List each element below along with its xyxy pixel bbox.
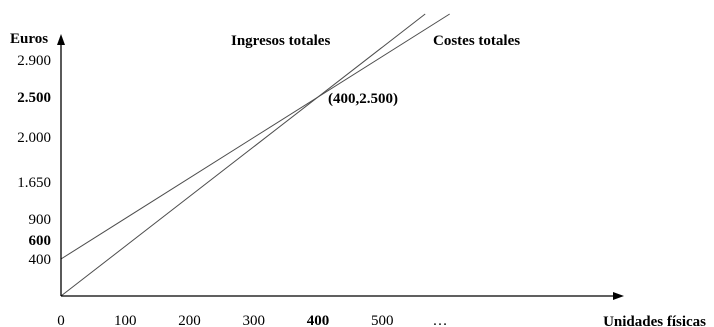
x-tick-label: 500 <box>371 313 394 327</box>
x-tick-label: 100 <box>114 313 137 327</box>
tick-layer: 0 100 200 300 400 500 … 400 600 900 1.650 2.000 2.50… <box>17 53 447 327</box>
series-layer <box>60 13 450 297</box>
x-tick-label: 200 <box>178 313 201 327</box>
series-line-ingresos <box>60 13 426 297</box>
x-tick-label: 0 <box>57 313 65 327</box>
y-tick-label: 2.500 <box>17 90 51 106</box>
x-axis-arrow <box>613 292 624 300</box>
y-tick-label: 600 <box>29 233 52 249</box>
x-axis-label: Unidades físicas <box>603 314 706 327</box>
x-tick-label: 400 <box>307 313 330 327</box>
y-tick-label: 2.900 <box>17 53 51 69</box>
series-label-costes: Costes totales <box>433 33 520 49</box>
x-tick-label: 300 <box>243 313 266 327</box>
break-even-annotation: (400,2.500) <box>328 91 398 107</box>
x-tick-label: … <box>433 313 448 327</box>
y-tick-label: 1.650 <box>17 175 51 191</box>
series-label-ingresos: Ingresos totales <box>231 33 330 49</box>
y-tick-label: 2.000 <box>17 130 51 146</box>
y-axis-arrow <box>57 34 65 45</box>
y-tick-label: 400 <box>29 252 52 268</box>
y-axis-label: Euros <box>10 31 48 47</box>
y-tick-label: 900 <box>29 212 52 228</box>
series-line-costes <box>60 13 450 260</box>
